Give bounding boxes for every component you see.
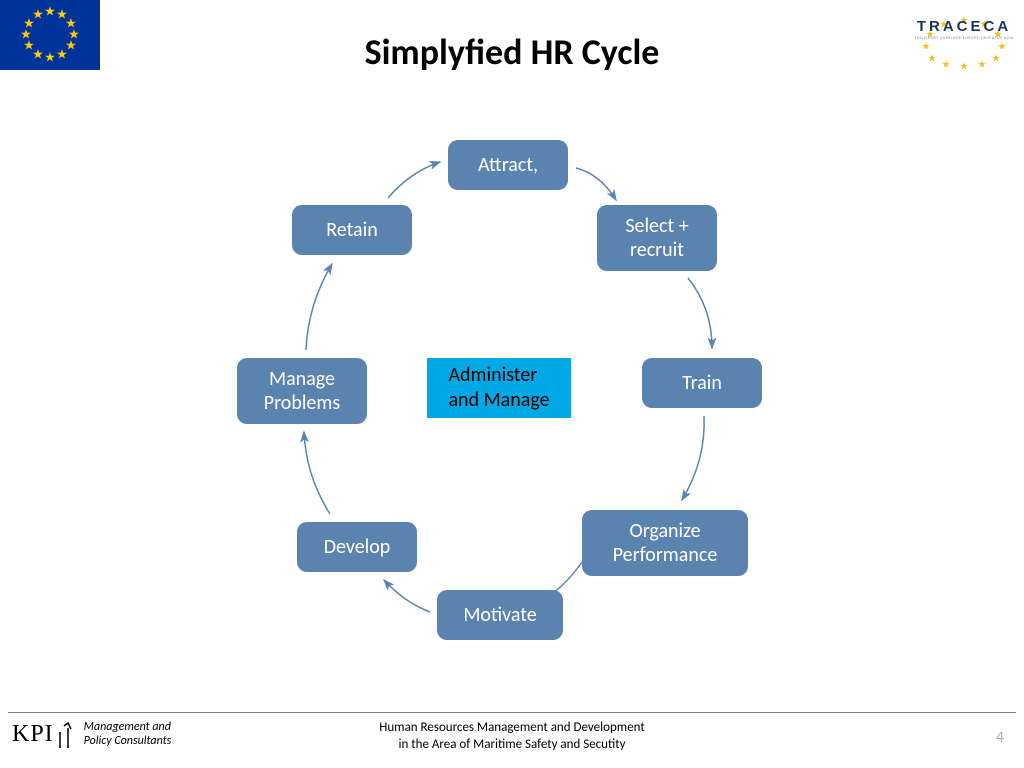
cycle-node-manage: ManageProblems xyxy=(237,358,367,424)
cycle-node-select: Select +recruit xyxy=(597,205,717,271)
cycle-node-retain: Retain xyxy=(292,205,412,255)
cycle-node-develop: Develop xyxy=(297,522,417,572)
page-title: Simplyfied HR Cycle xyxy=(0,30,1024,74)
cycle-node-organize: OrganizePerformance xyxy=(582,510,748,576)
cycle-node-motivate: Motivate xyxy=(437,590,563,640)
cycle-node-train: Train xyxy=(642,358,762,408)
footer-divider xyxy=(8,712,1016,713)
cycle-center-node: Administerand Manage xyxy=(427,358,571,418)
page-number: 4 xyxy=(996,728,1004,747)
hr-cycle-diagram: Attract, Select +recruit Train OrganizePerf… xyxy=(212,120,812,700)
footer-center: Human Resources Management and Developme… xyxy=(0,720,1024,754)
cycle-node-attract: Attract, xyxy=(448,140,568,190)
